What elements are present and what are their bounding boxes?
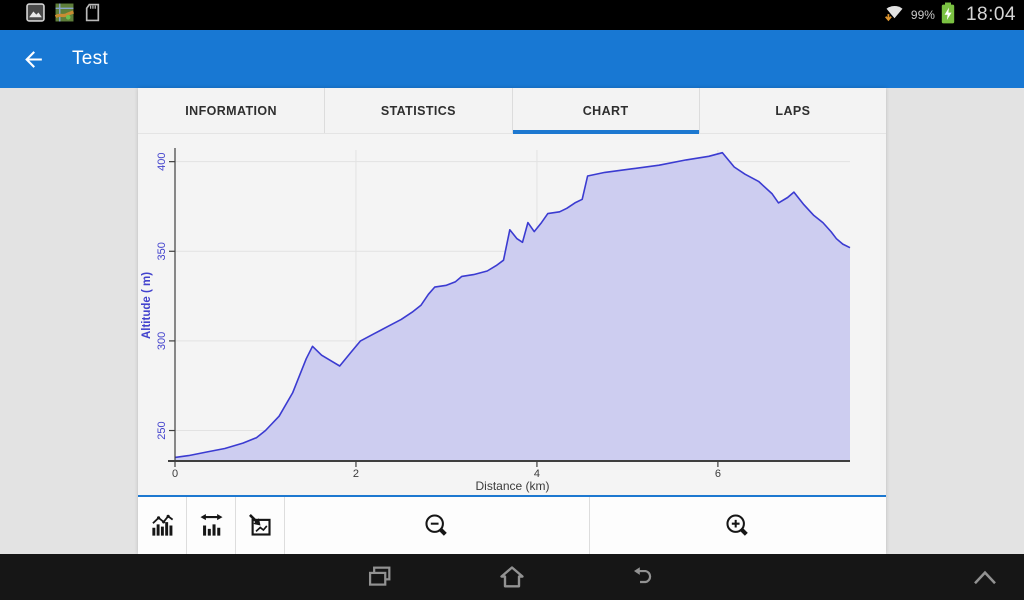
home-icon [500, 566, 524, 588]
gallery-icon [26, 3, 45, 27]
svg-text:400: 400 [156, 152, 168, 170]
chevron-up-icon [974, 570, 996, 585]
svg-text:6: 6 [715, 468, 721, 480]
zoom-in-button[interactable] [590, 497, 887, 554]
content-card: INFORMATION STATISTICS CHART LAPS 250 300… [138, 88, 886, 554]
battery-charging-icon [941, 2, 955, 29]
wifi-icon [884, 3, 905, 27]
select-region-button[interactable] [236, 497, 285, 554]
back-icon [633, 567, 652, 584]
zoom-out-icon [425, 514, 448, 536]
tab-chart[interactable]: CHART [511, 88, 700, 134]
battery-percent: 99% [910, 8, 935, 22]
tab-bar: INFORMATION STATISTICS CHART LAPS [138, 88, 886, 134]
chart-style-button[interactable] [138, 497, 187, 554]
svg-text:0: 0 [172, 468, 178, 480]
back-button[interactable] [630, 563, 658, 591]
tab-laps[interactable]: LAPS [698, 88, 886, 133]
svg-text:350: 350 [156, 242, 168, 260]
back-arrow-icon[interactable] [20, 46, 46, 72]
toolbar-divider-rule [138, 495, 886, 497]
zoom-in-icon [726, 514, 749, 536]
chart-style-icon [151, 514, 173, 536]
recent-apps-button[interactable] [366, 563, 394, 591]
altitude-chart[interactable]: 250 300 350 400 0 2 4 6 Distance (km) Altitude ( … [138, 134, 886, 495]
svg-text:Distance (km): Distance (km) [475, 479, 549, 493]
action-bar: Test [0, 30, 1024, 88]
android-nav-bar [0, 554, 1024, 600]
select-region-icon [248, 514, 271, 536]
svg-text:300: 300 [156, 332, 168, 350]
clock: 18:04 [965, 4, 1016, 25]
fit-width-button[interactable] [187, 497, 236, 554]
tab-information[interactable]: INFORMATION [185, 103, 277, 118]
recent-apps-icon [368, 566, 391, 586]
collapse-nav-button[interactable] [970, 568, 1000, 586]
page-title: Test [72, 48, 109, 69]
status-right-cluster: 99% 18:04 [884, 2, 1016, 29]
status-left-icons [26, 3, 101, 27]
map-icon [54, 3, 75, 27]
home-button[interactable] [497, 562, 527, 592]
svg-text:2: 2 [353, 468, 359, 480]
page-background: INFORMATION STATISTICS CHART LAPS 250 300… [0, 88, 1024, 554]
fit-width-icon [199, 514, 223, 536]
status-bar: 99% 18:04 [0, 0, 1024, 30]
altitude-chart-canvas[interactable]: 250 300 350 400 0 2 4 6 Distance (km) Altitude ( … [138, 134, 886, 495]
svg-text:4: 4 [534, 468, 540, 480]
sdcard-icon [84, 3, 101, 27]
zoom-out-button[interactable] [285, 497, 590, 554]
svg-text:Altitude ( m): Altitude ( m) [141, 272, 153, 339]
svg-text:250: 250 [156, 421, 168, 439]
tab-statistics[interactable]: STATISTICS [324, 88, 511, 133]
chart-toolbar [138, 497, 886, 554]
